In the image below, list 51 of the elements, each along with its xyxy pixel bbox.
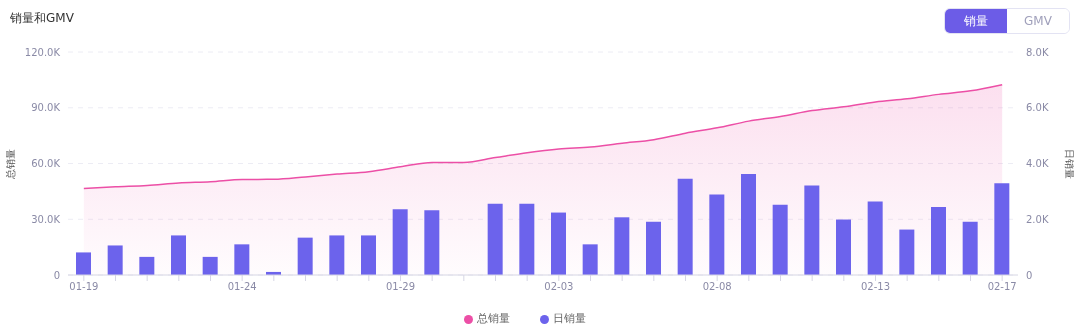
bar [139,256,155,275]
bar [646,221,661,275]
bar [836,219,851,275]
y-tick-label: 90.0K [31,102,61,114]
bar [614,217,630,275]
bar [962,221,978,275]
y2-tick-label: 8.0K [1026,46,1049,58]
bar [582,244,598,275]
legend-label: 日销量 [553,312,586,325]
bar [107,245,123,275]
bar [741,174,756,275]
y-tick-label: 0 [53,269,60,281]
bar [171,235,186,275]
bar [297,237,313,275]
x-tick-label: 01-19 [69,281,99,293]
x-tick-label: 02-03 [544,281,574,293]
y-tick-label: 120.0K [24,46,61,58]
chart-title: 销量和GMV [10,10,74,27]
x-tick-label: 02-17 [987,281,1017,293]
bar [361,235,376,275]
bar [424,210,440,275]
bar [804,185,820,275]
bar [994,183,1010,275]
bar [867,201,883,275]
y2-tick-label: 0 [1026,269,1033,281]
bar [551,212,566,275]
y2-tick-label: 4.0K [1026,158,1049,170]
y-axis-title: 总销量 [4,148,16,180]
bar [202,256,218,275]
bar [519,203,535,275]
bar [899,229,915,275]
y-tick-label: 60.0K [31,158,61,170]
x-tick-label: 01-24 [227,281,257,293]
bar [487,203,503,275]
bar [772,204,788,275]
y-tick-label: 30.0K [31,213,61,225]
bar [709,194,725,275]
bar [677,178,693,275]
x-tick-label: 01-29 [385,281,416,293]
y2-tick-label: 2.0K [1026,213,1049,225]
y2-axis-title: 日销量 [1064,148,1076,179]
x-tick-label: 02-08 [702,281,732,293]
y2-tick-label: 6.0K [1026,102,1049,114]
toggle: 销量 GMV [944,8,1070,34]
legend-label: 总销量 [477,312,510,325]
bar [234,244,250,275]
bar [329,235,345,275]
bar [76,252,91,275]
bar [931,206,946,275]
bar [392,209,408,275]
x-tick-label: 02-13 [860,281,891,293]
